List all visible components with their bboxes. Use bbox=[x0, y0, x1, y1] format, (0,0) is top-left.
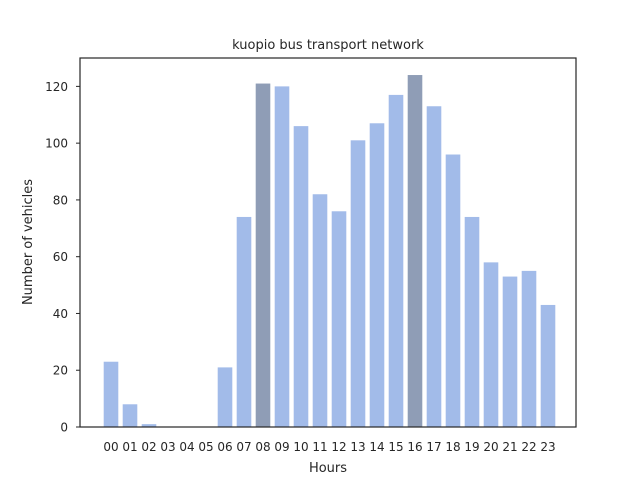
plot-frame bbox=[79, 57, 577, 428]
bar-17 bbox=[426, 106, 442, 427]
y-tick-label-80: 80 bbox=[53, 193, 68, 207]
x-tick-label-16: 16 bbox=[407, 440, 422, 454]
x-tick-label-05: 05 bbox=[198, 440, 213, 454]
x-tick-label-23: 23 bbox=[540, 440, 555, 454]
x-tick-label-11: 11 bbox=[312, 440, 327, 454]
x-tick-label-01: 01 bbox=[122, 440, 137, 454]
x-tick-label-02: 02 bbox=[141, 440, 156, 454]
y-axis: 0 20 40 60 80 100 120 bbox=[45, 80, 80, 435]
bar-06 bbox=[217, 367, 233, 427]
x-tick-label-09: 09 bbox=[274, 440, 289, 454]
bar-19 bbox=[464, 216, 480, 427]
x-tick-label-15: 15 bbox=[388, 440, 403, 454]
bars-layer bbox=[103, 75, 556, 428]
bar-12 bbox=[331, 211, 347, 427]
bar-15 bbox=[388, 94, 404, 428]
y-tick-label-0: 0 bbox=[60, 421, 68, 435]
bar-20 bbox=[483, 262, 499, 427]
y-tick-label-120: 120 bbox=[45, 80, 68, 94]
bar-11 bbox=[312, 194, 328, 427]
bar-14 bbox=[369, 123, 385, 427]
x-tick-label-17: 17 bbox=[426, 440, 441, 454]
x-tick-label-07: 07 bbox=[236, 440, 251, 454]
bar-10 bbox=[293, 126, 309, 428]
x-tick-label-18: 18 bbox=[445, 440, 460, 454]
x-tick-label-19: 19 bbox=[464, 440, 479, 454]
bar-07 bbox=[236, 216, 252, 427]
y-tick-label-40: 40 bbox=[53, 307, 68, 321]
x-tick-label-03: 03 bbox=[160, 440, 175, 454]
bar-00 bbox=[103, 361, 119, 427]
x-tick-label-08: 08 bbox=[255, 440, 270, 454]
bar-16 bbox=[407, 75, 423, 427]
x-axis: 00 01 02 03 04 05 06 07 08 09 10 11 12 13 14 15 16 17 18 19… bbox=[103, 440, 555, 454]
bar-09 bbox=[274, 86, 290, 427]
x-tick-label-00: 00 bbox=[103, 440, 118, 454]
y-axis-label: Number of vehicles bbox=[21, 179, 36, 305]
bar-18 bbox=[445, 154, 461, 427]
x-tick-label-20: 20 bbox=[483, 440, 498, 454]
bar-22 bbox=[521, 270, 537, 427]
bar-13 bbox=[350, 140, 366, 427]
chart-title: kuopio bus transport network bbox=[232, 38, 424, 53]
bar-01 bbox=[122, 404, 138, 427]
bar-02 bbox=[141, 424, 157, 427]
x-axis-label: Hours bbox=[309, 461, 347, 476]
y-tick-label-20: 20 bbox=[53, 364, 68, 378]
x-tick-label-04: 04 bbox=[179, 440, 194, 454]
x-tick-label-12: 12 bbox=[331, 440, 346, 454]
x-tick-label-10: 10 bbox=[293, 440, 308, 454]
x-tick-label-21: 21 bbox=[502, 440, 517, 454]
bar-21 bbox=[502, 276, 518, 427]
y-tick-label-60: 60 bbox=[53, 250, 68, 264]
bar-08 bbox=[255, 83, 271, 428]
x-tick-label-14: 14 bbox=[369, 440, 384, 454]
x-tick-label-06: 06 bbox=[217, 440, 232, 454]
x-tick-label-13: 13 bbox=[350, 440, 365, 454]
bar-23 bbox=[540, 304, 556, 427]
y-tick-label-100: 100 bbox=[45, 137, 68, 151]
x-tick-label-22: 22 bbox=[521, 440, 536, 454]
